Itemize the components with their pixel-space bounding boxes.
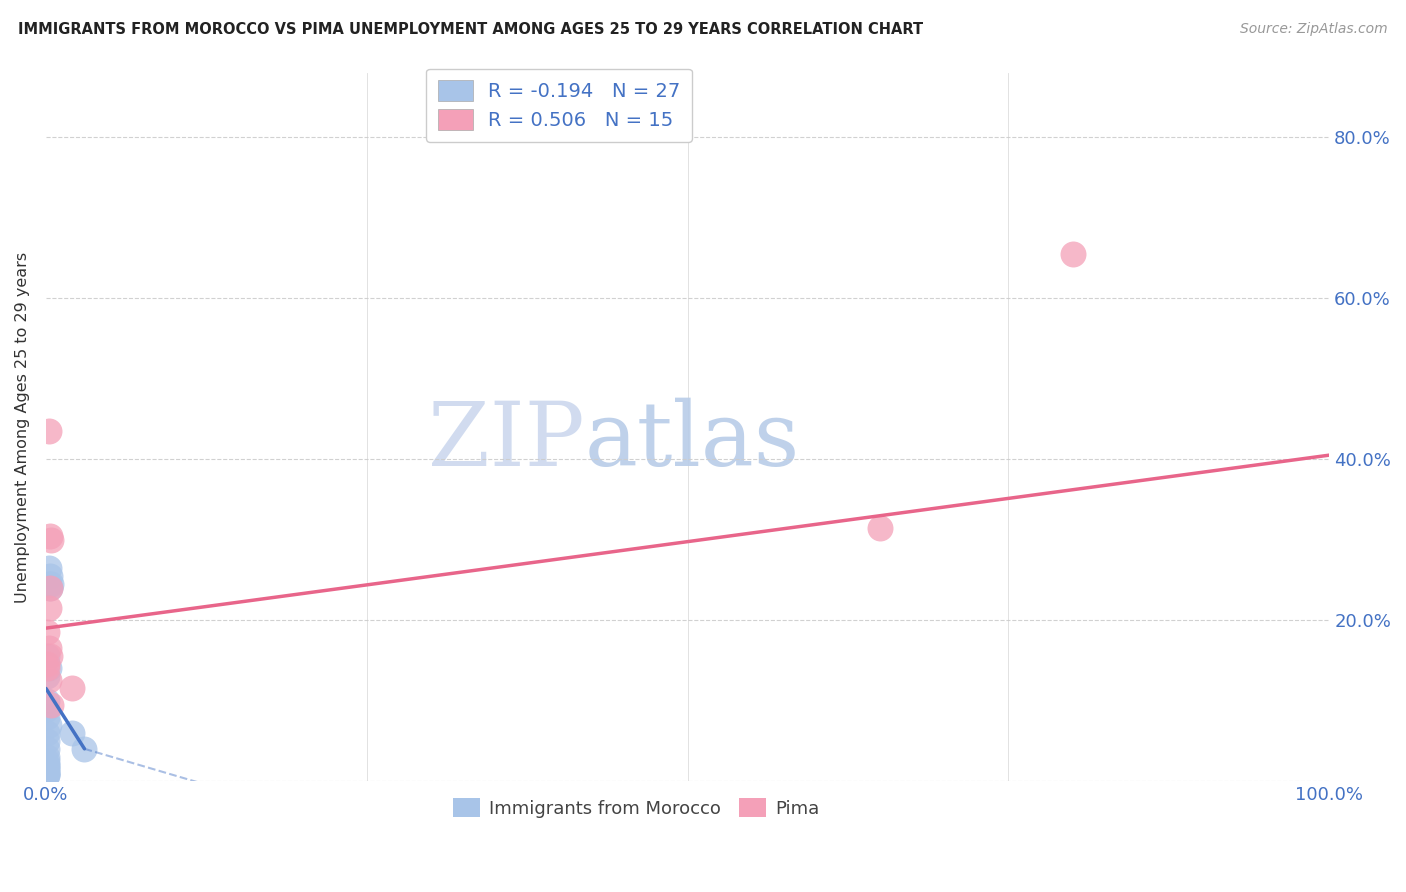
Point <box>38 581 60 595</box>
Point <box>38 717 60 731</box>
Point <box>37 758 59 772</box>
Point <box>37 693 59 707</box>
Point <box>38 673 60 688</box>
Point <box>37 758 59 772</box>
Point <box>38 569 60 583</box>
Point <box>38 561 60 575</box>
Point <box>37 766 59 780</box>
Point <box>39 577 62 591</box>
Y-axis label: Unemployment Among Ages 25 to 29 years: Unemployment Among Ages 25 to 29 years <box>15 252 30 603</box>
Point <box>37 657 59 672</box>
Point <box>38 649 60 664</box>
Point <box>37 741 59 756</box>
Point <box>37 709 59 723</box>
Point <box>60 725 83 739</box>
Legend: Immigrants from Morocco, Pima: Immigrants from Morocco, Pima <box>446 791 827 825</box>
Point <box>39 533 62 547</box>
Point <box>38 577 60 591</box>
Point <box>37 701 59 715</box>
Point <box>38 601 60 615</box>
Point <box>37 767 59 781</box>
Point <box>39 698 62 712</box>
Text: Source: ZipAtlas.com: Source: ZipAtlas.com <box>1240 22 1388 37</box>
Point <box>37 762 59 776</box>
Point <box>37 766 59 780</box>
Point <box>37 767 59 781</box>
Point <box>37 661 59 675</box>
Text: atlas: atlas <box>585 398 800 485</box>
Point <box>1062 247 1084 261</box>
Point <box>38 528 60 542</box>
Point <box>37 754 59 768</box>
Point <box>73 741 96 756</box>
Point <box>37 733 59 747</box>
Point <box>37 749 59 764</box>
Point <box>60 681 83 696</box>
Text: ZIP: ZIP <box>429 398 585 485</box>
Point <box>37 649 59 664</box>
Point <box>38 661 60 675</box>
Point <box>38 424 60 438</box>
Point <box>37 669 59 683</box>
Point <box>37 625 59 640</box>
Point <box>38 581 60 595</box>
Point <box>38 641 60 656</box>
Point <box>869 520 891 534</box>
Text: IMMIGRANTS FROM MOROCCO VS PIMA UNEMPLOYMENT AMONG AGES 25 TO 29 YEARS CORRELATI: IMMIGRANTS FROM MOROCCO VS PIMA UNEMPLOY… <box>18 22 924 37</box>
Point <box>37 762 59 776</box>
Point <box>37 725 59 739</box>
